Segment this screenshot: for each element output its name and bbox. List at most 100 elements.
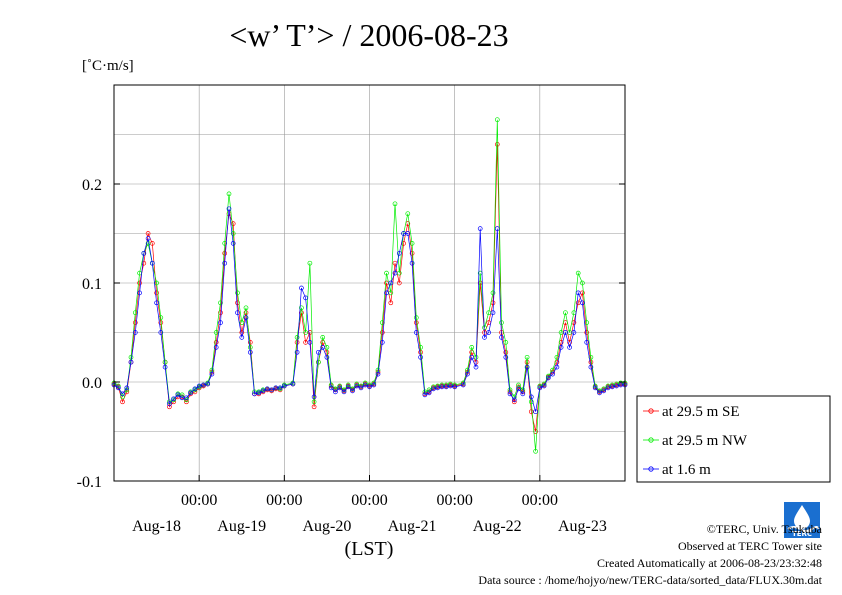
data-point [345,384,351,390]
data-point [605,385,611,391]
data-point [218,320,223,325]
data-point [128,359,134,365]
data-point [422,392,428,398]
data-point [124,385,130,391]
copyright-text: ©TERC, Univ. Tsukuba [706,522,822,536]
data-point [311,404,317,410]
data-point [482,335,487,340]
data-point [580,300,585,306]
y-axis-unit: [˚C·m/s] [82,58,134,74]
data-point [601,388,607,394]
data-point [303,330,308,335]
date-label: Aug-20 [302,518,351,535]
data-point [597,390,602,396]
legend-label: at 29.5 m NW [662,433,748,449]
data-point [299,305,304,311]
data-point [145,231,151,236]
data-point [316,349,321,355]
data-point [413,330,419,335]
data-point [277,385,283,391]
data-point [226,191,232,197]
data-point [145,241,151,246]
data-point [490,290,496,296]
data-point [592,385,598,391]
data-point [550,371,555,377]
data-point [448,383,453,389]
data-point [426,390,432,396]
data-point [137,280,142,286]
data-point [247,349,253,355]
data-point [145,236,151,241]
data-point [184,395,189,401]
data-point [567,340,572,345]
x-tick-label: 00:00 [181,492,217,509]
x-axis-label: (LST) [345,538,394,560]
data-point [320,335,326,340]
data-point [311,399,317,405]
data-point [333,386,338,392]
data-point [558,345,564,350]
data-point [162,359,168,365]
data-point [205,381,211,387]
date-label: Aug-19 [217,518,266,535]
data-point [418,354,423,360]
data-point [188,390,193,396]
data-point [584,340,590,345]
data-point [222,241,228,246]
data-point [209,371,215,377]
data-point [541,383,547,389]
data-point [494,142,500,147]
date-label: Aug-22 [473,518,522,535]
legend-box [636,395,831,483]
data-point [413,320,419,325]
legend-label: at 29.5 m SE [662,404,740,420]
data-point [175,392,181,398]
data-point [247,345,253,350]
data-point [409,241,415,246]
data-point [213,330,219,335]
data-point [477,226,483,231]
data-point [563,310,568,316]
data-point [154,300,159,306]
series-line [113,208,625,412]
data-point [469,345,475,350]
data-point [294,349,300,355]
data-point [405,231,411,236]
data-point [396,280,402,286]
data-point [431,386,436,392]
data-point [239,335,245,340]
date-label: Aug-23 [558,518,607,535]
data-point [149,260,155,266]
data-point [392,201,398,207]
data-point [524,354,530,360]
data-point [516,386,521,392]
y-tick-label: 0.1 [82,276,102,293]
data-point [469,354,475,360]
data-point [235,310,240,316]
date-label: Aug-18 [132,518,181,535]
data-point [316,359,321,365]
data-point [575,270,581,276]
data-point [452,384,458,390]
terc-logo: TERC [784,502,820,538]
x-tick-label: 00:00 [436,492,472,509]
data-point [328,385,334,391]
data-point [260,388,266,394]
y-tick-label: 0.0 [82,375,102,392]
data-point [503,349,509,355]
data-point [243,305,249,311]
data-point [299,285,304,291]
data-point [413,315,419,320]
data-point [614,383,619,389]
data-point [503,354,509,360]
data-point [341,389,347,395]
data-point [141,250,147,256]
data-point [533,448,538,454]
data-point [354,383,360,389]
y-tick-label: -0.1 [77,474,102,491]
data-point [388,300,394,306]
data-point [167,404,172,410]
data-point [137,290,142,296]
data-point [435,385,440,391]
